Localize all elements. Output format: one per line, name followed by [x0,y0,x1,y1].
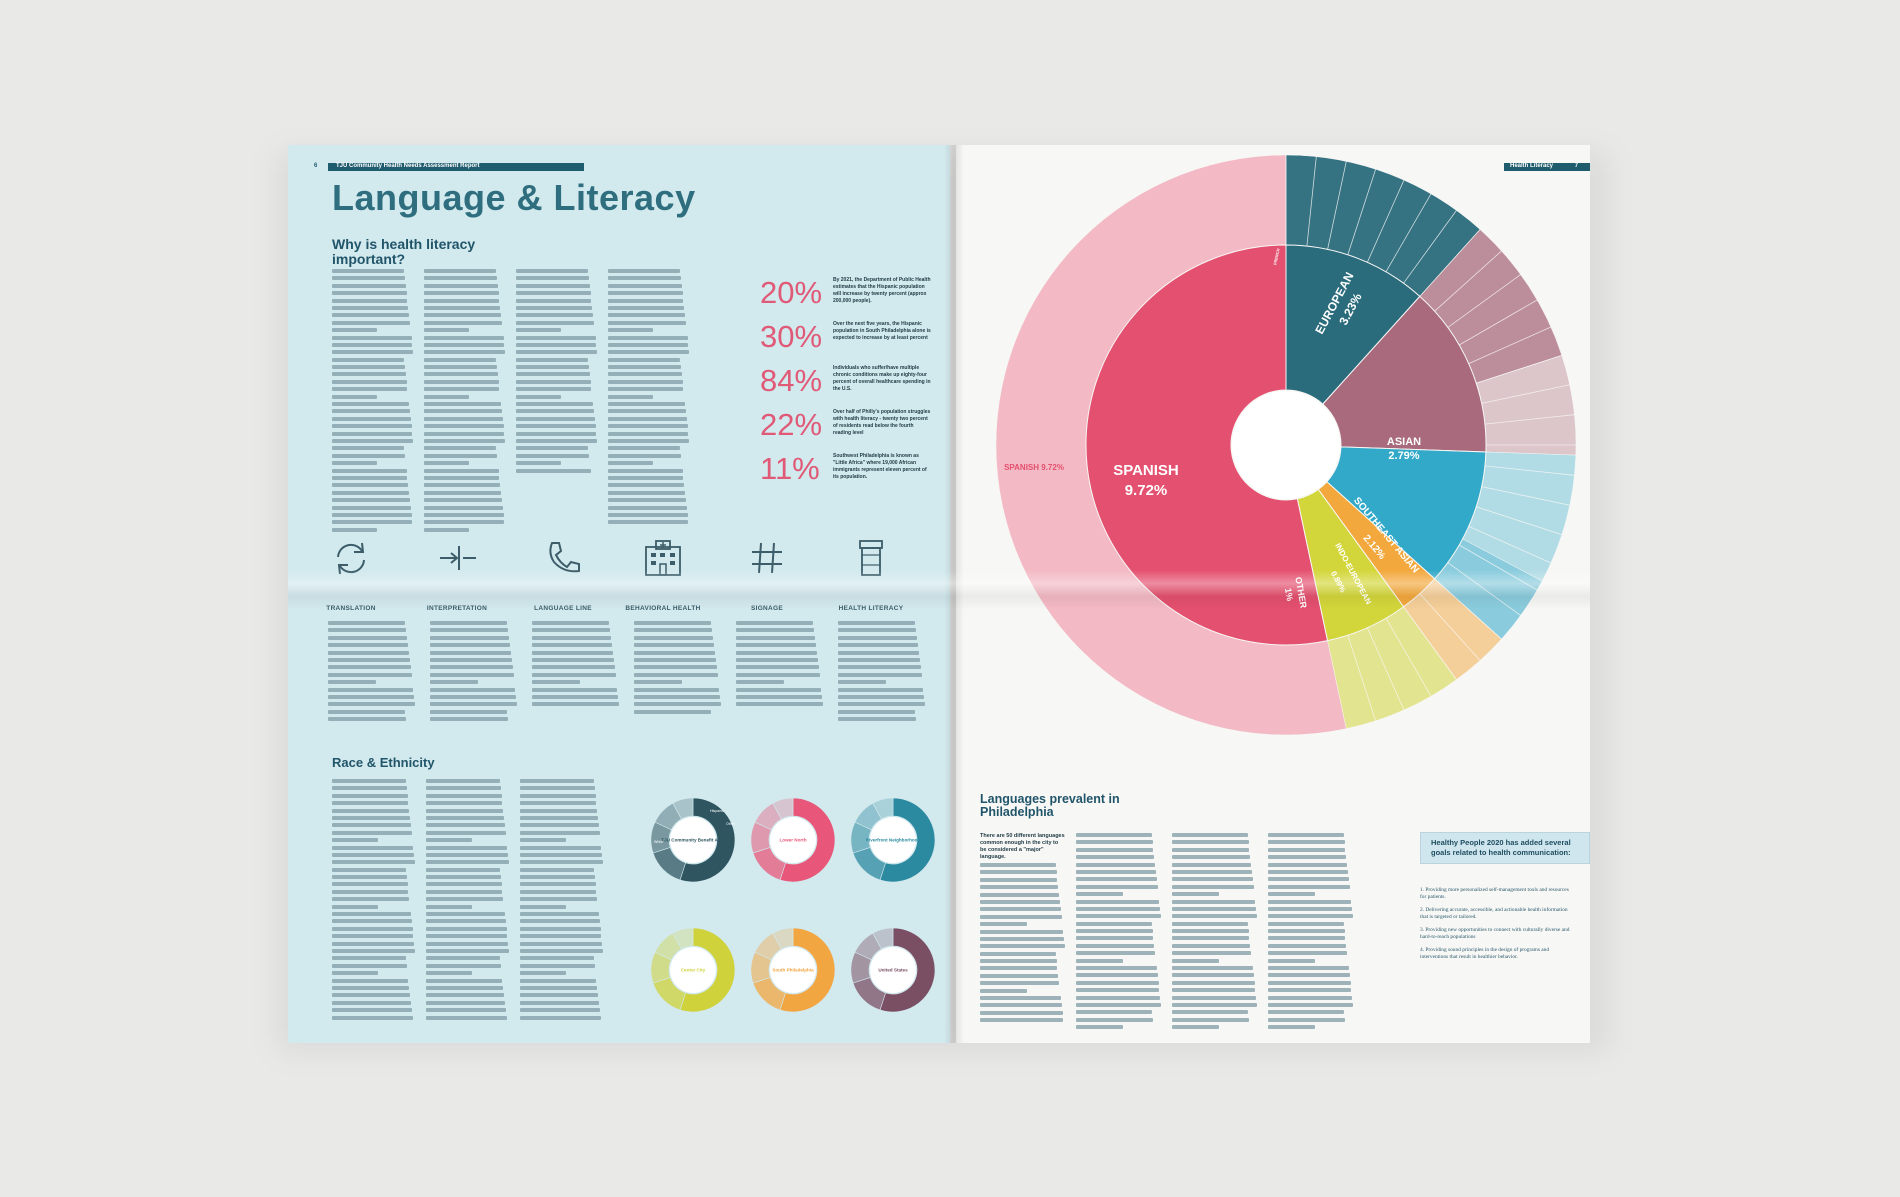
race-column-3 [520,779,604,1029]
race-donut: Riverfront Neighborhood [850,797,936,883]
service-label: INTERPRETATION [426,605,488,612]
donut-small-label: White [654,840,663,844]
race-column-1 [332,779,416,1029]
body-column-3 [516,269,598,479]
chart-center-hole [1232,391,1340,499]
donut-label: Center City [681,968,706,973]
page-title: Language & Literacy [332,177,696,218]
phone-icon [549,542,580,573]
lang-column-1 [980,863,1066,1033]
stat-item: 11% Southwest Philadelphia is known as "… [760,451,927,486]
inner-ring-segment [1322,295,1487,453]
chart-label: ASIAN [1387,436,1421,448]
section-heading-languages: Languages prevalent in Philadelphia [980,792,1120,819]
inner-ring-segment [1085,244,1329,646]
chart-label: 2.79% [1388,450,1419,462]
chart-label: SPANISH [1113,462,1179,479]
service-description [328,621,416,731]
refresh-arrows-icon [337,542,365,575]
chart-label: 1% [1283,587,1295,602]
race-donut: United States [850,927,936,1013]
donut-segment [672,927,694,950]
donut-label: Riverfront Neighborhood [866,838,921,843]
race-donut: TJU Community Benefit Area [650,797,736,883]
lead-text: There are 50 different languages common … [980,833,1065,860]
donut-segment [872,927,894,950]
chart-label: SPANISH 9.72% [1004,463,1064,472]
chart-label: 9.72% [1125,482,1168,499]
donut-segment [879,927,936,1013]
donut-hole [770,947,816,993]
inner-ring-segment [1285,244,1421,405]
service-description [430,621,518,731]
donut-segment [672,797,694,820]
donut-hole [670,817,716,863]
inner-ring-segment [1296,488,1405,642]
donut-hole [870,947,916,993]
service-description [634,621,722,721]
running-head-right: Health Literacy 7 [1504,163,1590,171]
running-head-left: 6 TJU Community Health Needs Assessment … [314,163,584,171]
hashtag-icon [752,542,782,574]
donut-label: United States [878,968,908,973]
service-description [736,621,824,716]
service-description [838,621,926,731]
body-column-2 [424,269,506,539]
donut-segment [779,927,836,1013]
race-donut: South Philadelphia [750,927,836,1013]
goal-item: 4. Providing sound principles in the des… [1420,947,1550,960]
race-column-2 [426,779,510,1029]
running-head-text: TJU Community Health Needs Assessment Re… [336,163,480,169]
section-heading-health-literacy: Why is health literacy important? [332,236,476,267]
donut-segment [772,797,794,820]
service-label: LANGUAGE LINE [534,605,592,612]
goal-item: 2. Delivering accurate, accessible, and … [1420,907,1568,920]
service-label: BEHAVIORAL HEALTH [625,605,701,612]
race-donut: Lower North [750,797,836,883]
goal-item: 3. Providing new opportunities to connec… [1420,927,1570,940]
donut-segment [872,797,894,820]
race-donut-grid: TJU Community Benefit Area Lower North Riv… [650,797,936,1013]
donut-segment [679,927,736,1013]
donut-segment [779,797,836,883]
stat-item: 30% Over the next five years, the Hispan… [760,319,931,354]
right-page: Health Literacy 7 SPANISH 9.72% EUROPEAN 3.… [956,145,1590,1043]
donut-label: Lower North [779,838,806,843]
service-label: TRANSLATION [326,605,376,612]
goal-item: 1. Providing more personalized self-mana… [1420,887,1569,900]
spine-gutter [944,145,964,1043]
section-heading-race: Race & Ethnicity [332,755,435,770]
donut-small-label: Hispanic [710,809,724,813]
lang-column-4 [1268,833,1354,1033]
body-column-4 [608,269,690,529]
chart-label: FRENCH [1272,248,1280,265]
pill-bottle-icon [859,540,883,576]
stat-item: 84% Individuals who suffer/have multiple… [760,363,931,398]
left-page: 6 TJU Community Health Needs Assessment … [288,145,950,1043]
donut-hole [670,947,716,993]
race-donut: Center City [650,927,736,1013]
service-label: HEALTH LITERACY [838,605,904,612]
donut-label: South Philadelphia [772,968,814,973]
donut-segment [679,797,736,883]
donut-hole [870,817,916,863]
stat-item: 20% By 2021, the Department of Public He… [760,275,931,310]
arrow-between-bars-icon [440,546,476,570]
donut-segment [772,927,794,950]
lang-column-3 [1172,833,1258,1033]
service-label: SIGNAGE [750,605,784,612]
service-description [532,621,620,711]
stat-item: 22% Over half of Philly's population str… [760,407,931,442]
body-column-1 [332,269,414,539]
lang-column-2 [1076,833,1162,1033]
donut-hole [770,817,816,863]
donut-label: TJU Community Benefit Area [661,838,725,843]
inner-ring-segment [1326,446,1487,580]
hospital-building-icon [645,540,681,576]
donut-segment [879,797,936,883]
language-sunburst-chart: SPANISH9.72%EUROPEAN3.23%ASIAN2.79%SOUTH… [995,154,1577,736]
donut-small-label: Other [726,822,736,826]
page-number: 6 [314,163,318,169]
goals-callout: Healthy People 2020 has added several go… [1420,832,1590,864]
